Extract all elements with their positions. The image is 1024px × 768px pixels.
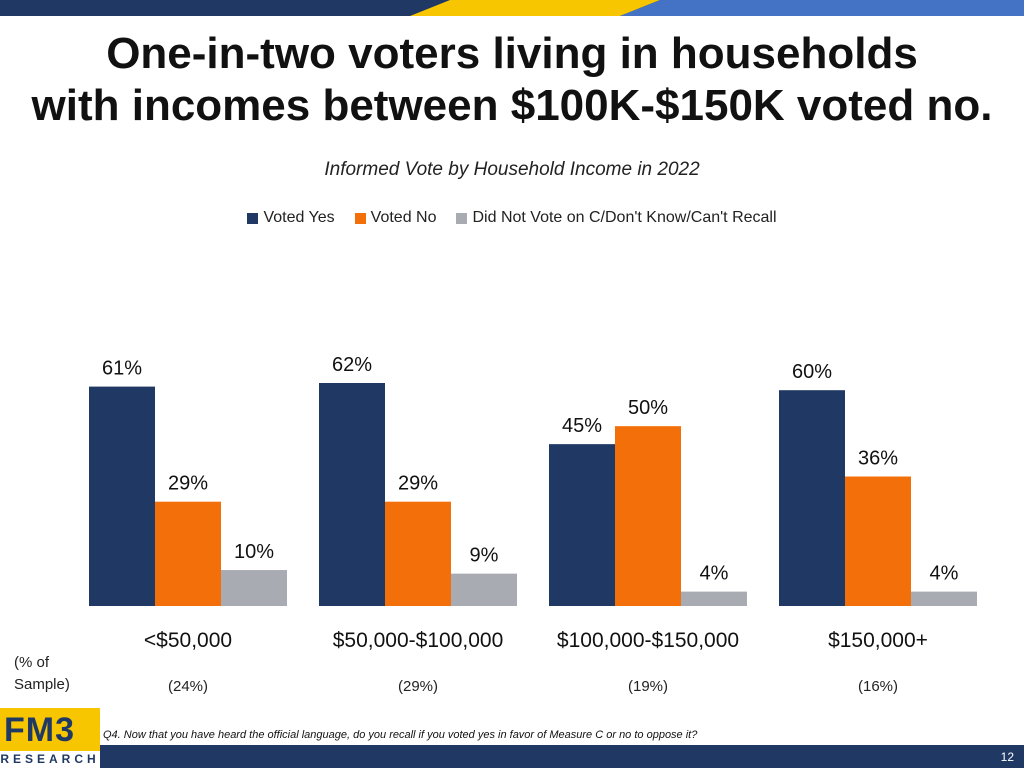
category-sample-1: (24%) — [168, 678, 208, 695]
bar-did-not-vote-4 — [911, 591, 977, 606]
logo-mark: FM3 — [4, 711, 75, 749]
data-label-voted-no-3: 50% — [628, 397, 668, 419]
chart-subtitle: Informed Vote by Household Income in 202… — [324, 159, 700, 180]
bar-voted-yes-2 — [319, 383, 385, 606]
legend-label-did-not-vote: Did Not Vote on C/Don't Know/Can't Recal… — [472, 209, 777, 226]
legend-swatch-did-not-vote — [456, 212, 468, 224]
data-label-did-not-vote-2: 9% — [470, 545, 499, 567]
category-sample-4: (16%) — [858, 678, 898, 695]
title-line-2: with incomes between $100K-$150K voted n… — [31, 81, 993, 130]
data-label-voted-no-4: 36% — [858, 448, 898, 470]
data-label-voted-no-1: 29% — [168, 473, 208, 495]
category-label-2: $50,000-$100,000 — [333, 629, 504, 652]
legend-item-did-not-vote: Did Not Vote on C/Don't Know/Can't Recal… — [456, 209, 777, 227]
category-label-4: $150,000+ — [828, 629, 928, 652]
sample-label: (% of Sample) — [14, 652, 70, 696]
legend-label-voted-no: Voted No — [370, 209, 437, 226]
category-label-3: $100,000-$150,000 — [557, 629, 739, 652]
legend-item-voted-yes: Voted Yes — [247, 209, 335, 227]
bar-voted-no-2 — [385, 501, 451, 606]
bar-did-not-vote-1 — [221, 570, 287, 606]
bar-voted-no-3 — [615, 426, 681, 606]
data-label-voted-no-2: 29% — [398, 473, 438, 495]
data-label-did-not-vote-4: 4% — [930, 563, 959, 585]
bar-voted-no-1 — [155, 501, 221, 606]
data-label-voted-yes-4: 60% — [792, 361, 832, 383]
page-title: One-in-two voters living in households w… — [0, 28, 1024, 132]
data-label-did-not-vote-1: 10% — [234, 541, 274, 563]
footer-bar — [0, 745, 1024, 768]
bar-voted-yes-1 — [89, 386, 155, 606]
fm3-research-logo: FM3 RESEARCH — [0, 708, 100, 768]
logo-subtext: RESEARCH — [0, 751, 100, 768]
data-label-voted-yes-1: 61% — [102, 358, 142, 380]
data-label-did-not-vote-3: 4% — [700, 563, 729, 585]
sample-label-line-2: Sample) — [14, 676, 70, 693]
data-label-voted-yes-2: 62% — [332, 354, 372, 376]
legend-swatch-voted-yes — [247, 212, 259, 224]
category-label-1: <$50,000 — [144, 629, 232, 652]
title-line-1: One-in-two voters living in households — [106, 29, 918, 78]
bar-chart: 61% 29% 10% <$50,000 (24%) 62% 29% 9% $50,000-$1… — [89, 354, 977, 695]
bar-voted-yes-4 — [779, 390, 845, 606]
footnote: Q4. Now that you have heard the official… — [103, 729, 698, 741]
bar-did-not-vote-2 — [451, 573, 517, 606]
bar-voted-yes-3 — [549, 444, 615, 606]
bar-did-not-vote-3 — [681, 591, 747, 606]
category-sample-3: (19%) — [628, 678, 668, 695]
legend-swatch-voted-no — [354, 212, 366, 224]
legend-item-voted-no: Voted No — [354, 209, 437, 227]
sample-label-line-1: (% of — [14, 654, 50, 671]
category-sample-2: (29%) — [398, 678, 438, 695]
legend-label-voted-yes: Voted Yes — [263, 209, 335, 226]
bar-voted-no-4 — [845, 476, 911, 606]
data-label-voted-yes-3: 45% — [562, 415, 602, 437]
top-decorative-bar — [0, 0, 1024, 16]
chart-legend: Voted Yes Voted No Did Not Vote on C/Don… — [0, 209, 1024, 227]
page-number: 12 — [1000, 750, 1014, 764]
